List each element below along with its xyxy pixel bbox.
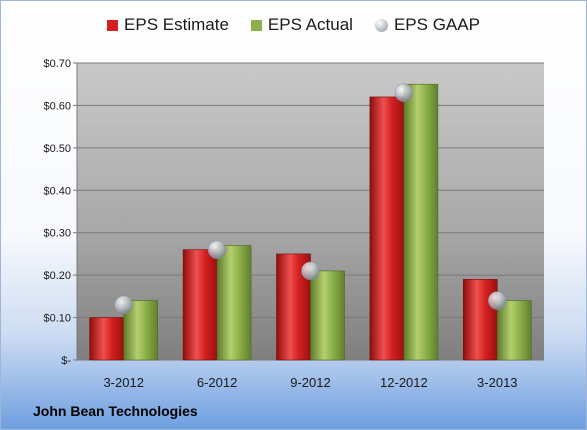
legend-label: EPS Estimate (124, 15, 229, 34)
company-name: John Bean Technologies (33, 403, 198, 419)
bar-eps-estimate (462, 279, 498, 361)
x-tick-label: 3-2012 (103, 375, 143, 390)
bar-eps-actual (216, 245, 252, 361)
marker-eps-gaap (394, 83, 414, 102)
legend-label: EPS GAAP (393, 15, 480, 34)
y-tick-label: $0.40 (43, 185, 71, 197)
x-tick-label: 6-2012 (197, 375, 237, 390)
y-tick-label: $0.10 (43, 313, 71, 325)
y-tick-label: $0.30 (43, 228, 71, 240)
y-tick-label: $0.20 (43, 270, 71, 282)
legend-label: EPS Actual (267, 15, 353, 34)
bar-eps-estimate (89, 317, 124, 361)
bar-eps-estimate (182, 249, 218, 361)
y-tick-label: $0.60 (43, 100, 71, 112)
legend-item: EPS Actual (250, 15, 353, 35)
x-tick-label: 12-2012 (380, 375, 428, 390)
marker-eps-gaap (301, 261, 320, 281)
marker-eps-gaap (114, 295, 133, 315)
bar-eps-estimate (369, 96, 405, 361)
y-tick-label: $- (61, 355, 71, 367)
bar-eps-actual (310, 270, 345, 361)
legend-swatch (374, 18, 388, 32)
x-tick-label: 3-2013 (477, 375, 517, 390)
marker-eps-gaap (488, 291, 507, 310)
y-tick-label: $0.50 (43, 143, 71, 155)
x-tick-label: 9-2012 (290, 375, 330, 390)
legend-swatch (107, 19, 119, 31)
marker-eps-gaap (207, 240, 227, 259)
legend-item: EPS GAAP (374, 15, 480, 35)
chart-legend: EPS Estimate EPS Actual EPS GAAP (1, 15, 586, 35)
legend-swatch (250, 19, 262, 31)
bar-eps-actual (496, 300, 532, 361)
legend-item: EPS Estimate (107, 15, 229, 35)
y-tick-label: $0.70 (43, 58, 71, 70)
bar-eps-actual (403, 83, 439, 361)
